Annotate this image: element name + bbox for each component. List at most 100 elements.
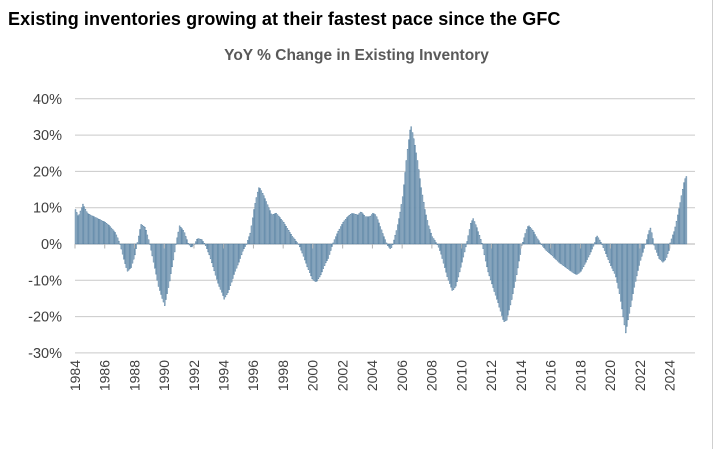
bar [618,243,621,294]
bar [555,243,557,260]
bar [638,243,640,266]
bar [421,194,424,245]
bar [408,139,410,245]
bar [429,229,431,245]
bar [406,148,409,245]
bar [569,243,571,271]
bar [398,218,400,245]
bar [176,237,178,245]
x-tick-label: 1988 [126,360,142,391]
bar [523,237,525,245]
bar [590,243,592,252]
bar [390,243,393,248]
bar [494,243,497,296]
bar [279,217,281,245]
bar [565,243,567,268]
bar [517,243,519,268]
bar [305,243,307,264]
bar [338,228,341,245]
bar [370,214,373,245]
bar [498,243,500,308]
bar [392,243,394,245]
bar [667,243,669,254]
bar [665,243,668,258]
bar [89,214,92,245]
bar [354,213,357,245]
bar [415,152,417,245]
bar [366,216,368,245]
bar [383,236,385,245]
bar [227,243,229,293]
bar [457,243,460,278]
bar [492,243,494,288]
bar [484,243,487,262]
bar [364,216,367,245]
bar [146,234,149,245]
bar [673,231,675,245]
bar [278,215,280,245]
bar [162,243,165,303]
bar [111,229,114,245]
bar [110,227,113,245]
bar [330,243,332,251]
bar [579,243,581,273]
bar [648,230,650,245]
bar [240,243,243,255]
bar [512,243,514,294]
bar [480,238,482,245]
bar [307,243,310,270]
bar [259,188,261,245]
bar [447,243,450,281]
bar [296,242,298,245]
bar [165,243,167,300]
bar [420,187,422,245]
bar [283,221,285,245]
bar [502,243,504,320]
bar [616,243,618,283]
bar [525,229,528,245]
bar [581,243,583,270]
x-tick-label: 2006 [394,360,410,391]
bar [347,216,349,245]
y-tick-label: 30% [33,128,62,144]
bar [541,243,544,247]
bar [160,243,162,295]
bar [302,243,305,257]
bar [349,213,352,245]
bar [290,233,292,245]
bar [416,160,419,245]
bar [76,212,78,245]
bar [462,243,465,258]
bar [185,236,187,245]
bar [271,214,274,245]
bar [632,243,634,294]
bar [522,241,524,245]
bar [197,238,199,245]
x-tick-label: 2016 [543,360,559,391]
bar [356,214,358,245]
bar [203,242,206,245]
bar [202,241,204,245]
bar [379,226,382,245]
bar [620,243,622,302]
bar [574,243,576,274]
bar [538,240,540,245]
bar [115,234,118,245]
bar [88,213,90,245]
bar [458,243,461,272]
bar [486,243,488,267]
bar [156,243,158,281]
bar [481,242,483,245]
bar [90,215,93,245]
bar [351,213,353,245]
bar [496,243,498,300]
bar [679,202,681,245]
bar [336,233,338,245]
x-tick-label: 2000 [305,360,321,391]
bar [426,220,429,245]
bar [489,243,492,280]
x-tick-label: 1984 [67,360,83,391]
bar [411,132,414,245]
bar [568,243,570,270]
